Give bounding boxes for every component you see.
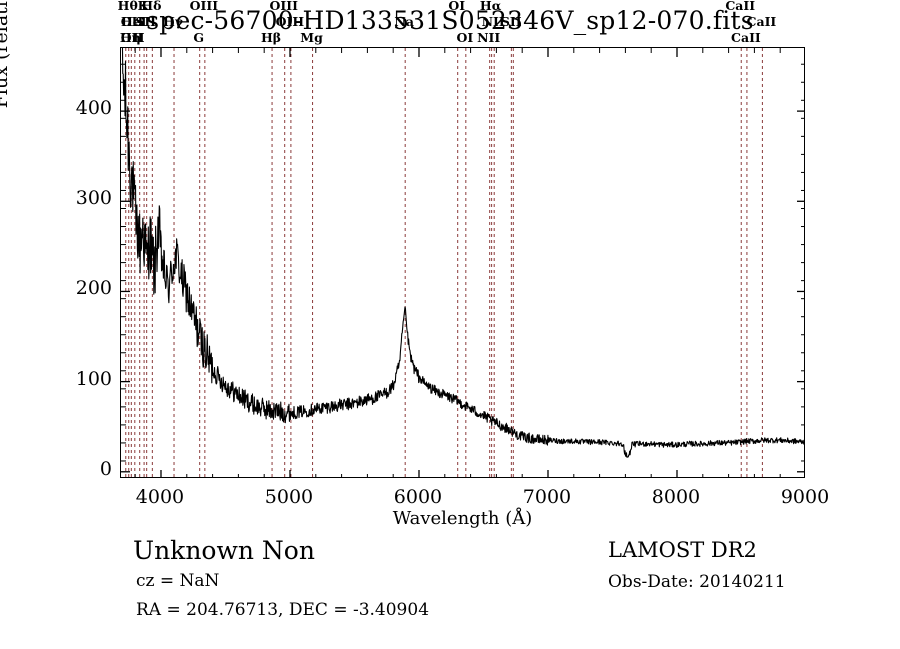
y-tick-0: 0 (99, 457, 112, 480)
line-label-Na: Na (394, 14, 414, 29)
cz-text: cz = NaN (136, 571, 220, 591)
line-label-CaII: CaII (746, 14, 777, 29)
line-label-OIII: OIII (189, 0, 219, 13)
line-label-G: G (193, 30, 205, 45)
x-tick-7000: 7000 (522, 486, 572, 508)
line-label-K: K (137, 0, 149, 13)
line-label-CaII: CaII (731, 30, 761, 45)
spectrum-canvas (121, 48, 804, 477)
plot-area (121, 48, 804, 477)
line-label-OIII: OIII (275, 14, 305, 29)
obs-date-text: Obs-Date: 20140211 (608, 572, 786, 592)
line-label-H: Hβ (260, 30, 282, 45)
line-label-OII: OII (120, 14, 144, 29)
line-label-SII: SII (135, 14, 157, 29)
line-label-OI: OI (456, 30, 474, 45)
page-title: spec-56700-HD133531S052346V_sp12-070.fit… (146, 6, 754, 35)
ra-dec-text: RA = 204.76713, DEC = -3.40904 (136, 600, 430, 620)
object-class-text: Unknown Non (133, 536, 315, 565)
line-label-H: Hθ (117, 0, 138, 13)
x-tick-9000: 9000 (780, 486, 830, 508)
line-label-H: Hη (119, 30, 141, 45)
line-label-H: Hδ (141, 0, 162, 13)
line-label-Mg: Mg (300, 30, 323, 45)
y-axis-label: Flux (relative) (0, 0, 12, 109)
x-tick-6000: 6000 (393, 486, 443, 508)
line-label-CaII: CaII (725, 0, 756, 13)
line-label-HeI: HeI (120, 14, 147, 29)
survey-name-text: LAMOST DR2 (608, 538, 757, 562)
x-tick-8000: 8000 (651, 486, 701, 508)
line-label-OII: OII (120, 30, 144, 45)
y-tick-400: 400 (75, 97, 112, 120)
x-axis-label: Wavelength (Å) (392, 508, 533, 529)
y-tick-200: 200 (75, 277, 112, 300)
line-label-H: Hγ (162, 14, 184, 29)
line-label-NII: NII (477, 30, 501, 45)
line-label-H: H (132, 30, 145, 45)
line-label-SII: SII (500, 14, 522, 29)
plot-frame (120, 47, 805, 478)
line-label-H: Hα (479, 0, 502, 13)
y-tick-100: 100 (75, 367, 112, 390)
line-label-NII: NII (481, 14, 505, 29)
x-tick-5000: 5000 (264, 486, 314, 508)
line-label-OIII: OIII (269, 0, 298, 13)
x-tick-4000: 4000 (135, 486, 185, 508)
y-tick-300: 300 (75, 187, 112, 210)
line-label-OI: OI (448, 0, 466, 13)
